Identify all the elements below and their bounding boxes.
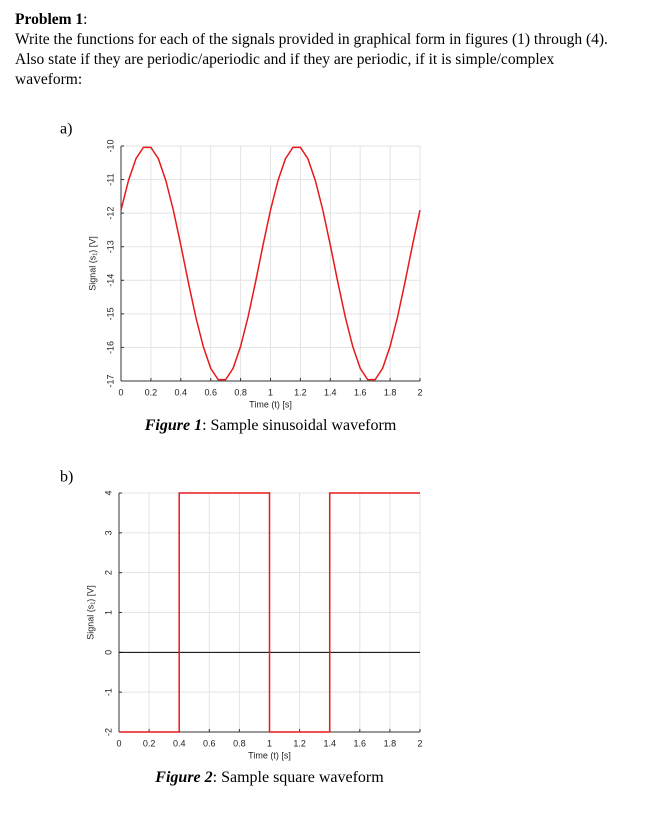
x-tick-label: 0.2 <box>145 387 158 397</box>
problem: Problem 1: Write the functions for each … <box>15 10 645 90</box>
x-tick-label: 0 <box>118 387 123 397</box>
x-tick-label: 0 <box>116 738 121 748</box>
signal-line <box>119 492 420 733</box>
caption-text: : Sample sinusoidal waveform <box>202 417 397 434</box>
figure-label: a) <box>60 121 72 138</box>
x-tick-label: 1.4 <box>323 738 336 748</box>
heading: Problem 1: <box>15 10 645 30</box>
y-axis-label: Signal (s₁) [V] <box>85 585 95 640</box>
x-tick-label: 1 <box>268 387 273 397</box>
x-tick-label: 1.2 <box>293 738 306 748</box>
x-tick-label: 1.4 <box>324 387 337 397</box>
x-tick-label: 1.2 <box>294 387 307 397</box>
caption-label: Figure 1 <box>144 417 202 434</box>
x-tick-label: 1.8 <box>384 738 397 748</box>
y-tick-label: 1 <box>103 610 113 615</box>
x-tick-label: 0.6 <box>204 387 217 397</box>
paragraph: waveform: <box>15 71 83 88</box>
caption-text: : Sample square waveform <box>213 769 385 786</box>
x-tick-label: 1.6 <box>354 387 367 397</box>
x-tick-label: 0.4 <box>173 738 186 748</box>
x-tick-label: 0.6 <box>203 738 216 748</box>
x-tick-label: 0.2 <box>143 738 156 748</box>
x-tick-label: 1.6 <box>354 738 367 748</box>
figure-label: b) <box>60 469 73 486</box>
caption-label: Figure 2 <box>154 769 212 786</box>
figure-caption: Figure 2: Sample square waveform <box>154 769 384 786</box>
paragraph: Write the functions for each of the sign… <box>15 31 608 48</box>
y-tick-label: -16 <box>105 341 115 354</box>
x-tick-label: 1.8 <box>384 387 397 397</box>
heading-suffix: : <box>83 11 88 28</box>
y-tick-label: -14 <box>105 274 115 287</box>
y-tick-label: -10 <box>105 139 115 152</box>
y-tick-label: 4 <box>103 490 113 495</box>
y-tick-label: 0 <box>103 650 113 655</box>
x-tick-label: 2 <box>417 738 422 748</box>
x-tick-label: 0.8 <box>234 387 247 397</box>
y-tick-label: -15 <box>105 307 115 320</box>
y-tick-label: -11 <box>105 173 115 185</box>
figure-caption: Figure 1: Sample sinusoidal waveform <box>144 417 397 434</box>
paragraph: Also state if they are periodic/aperiodi… <box>15 51 555 68</box>
signal-line <box>120 146 421 381</box>
x-tick-label: 0.8 <box>233 738 246 748</box>
heading-text: Problem 1 <box>15 11 84 28</box>
x-tick-label: 0.4 <box>175 387 188 397</box>
y-tick-label: -1 <box>103 688 113 696</box>
y-tick-label: 2 <box>103 570 113 575</box>
x-axis-label: Time (t) [s] <box>248 750 291 760</box>
y-tick-label: 3 <box>103 530 113 535</box>
y-tick-label: -13 <box>105 240 115 253</box>
x-axis-label: Time (t) [s] <box>249 399 292 409</box>
x-tick-label: 1 <box>267 738 272 748</box>
y-tick-label: -17 <box>105 374 115 387</box>
y-tick-label: -12 <box>105 207 115 220</box>
x-tick-label: 2 <box>417 387 422 397</box>
y-tick-label: -2 <box>103 728 113 736</box>
y-axis-label: Signal (s₁) [V] <box>87 236 97 291</box>
